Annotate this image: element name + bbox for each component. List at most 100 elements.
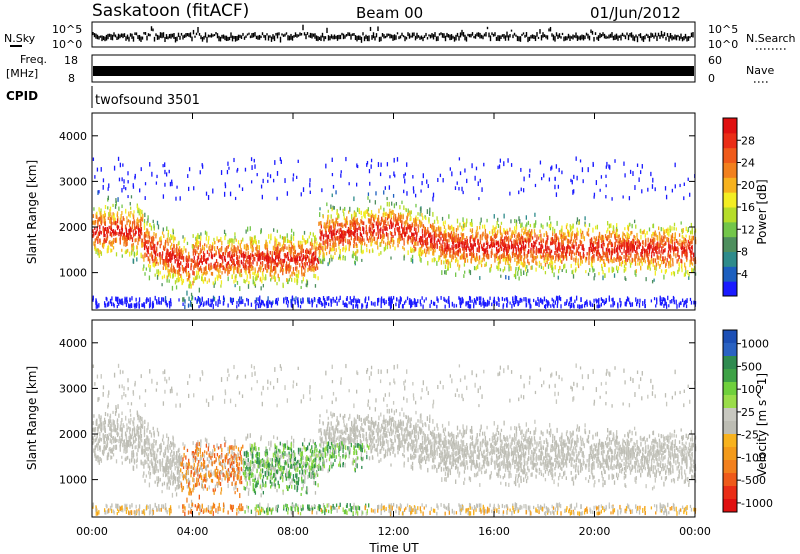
power-cell [202, 271, 204, 276]
power-cell [562, 250, 564, 254]
power-cell [390, 239, 392, 244]
power-cell [665, 304, 668, 309]
power-cell [550, 221, 552, 226]
power-cell [271, 256, 273, 260]
power-cell [130, 228, 132, 233]
power-cell [414, 302, 416, 308]
power-cell [500, 236, 502, 241]
power-cell [661, 299, 663, 305]
power-cell [237, 240, 240, 245]
power-cell [415, 227, 417, 232]
power-cell [296, 266, 298, 271]
power-cell [246, 243, 248, 248]
power-cell [560, 228, 562, 232]
power-cell [359, 227, 362, 231]
power-cell [382, 212, 384, 218]
power-cell [418, 219, 421, 224]
power-cell [277, 253, 279, 259]
power-cell [149, 223, 151, 227]
power-cell [239, 243, 242, 249]
power-cell [186, 272, 188, 277]
power-cell [511, 233, 513, 238]
power-cell [355, 255, 357, 261]
power-cell [292, 245, 295, 251]
power-cell [681, 228, 683, 233]
power-cell [474, 239, 476, 243]
power-cell [165, 172, 168, 177]
power-cell [282, 258, 284, 264]
power-cell [240, 273, 243, 278]
power-cell [136, 250, 138, 256]
power-cell [220, 247, 222, 253]
power-cell [518, 216, 520, 221]
power-cell [443, 250, 446, 255]
power-cell [593, 276, 595, 281]
power-cell [536, 302, 538, 306]
power-cell [314, 238, 316, 242]
power-cell [152, 300, 154, 306]
power-cell [156, 220, 159, 226]
power-cell [102, 243, 104, 248]
power-cell [619, 249, 621, 253]
power-cell [366, 302, 368, 307]
power-cell [557, 257, 560, 262]
power-cell [262, 268, 265, 272]
power-cell [322, 302, 324, 307]
power-cell [308, 297, 310, 303]
power-cell [111, 221, 113, 226]
power-cell [557, 253, 559, 258]
power-cell [397, 212, 400, 218]
power-cell [325, 251, 328, 256]
power-cell [330, 225, 332, 230]
power-cell [208, 235, 210, 241]
power-cell [113, 231, 115, 235]
power-cell [250, 302, 253, 307]
power-cell [300, 285, 302, 289]
power-cell [466, 218, 468, 224]
power-cell [292, 173, 295, 177]
power-cell [402, 227, 404, 231]
power-cell [182, 258, 185, 263]
power-cell [443, 230, 445, 234]
power-cell [104, 239, 107, 243]
power-cell [674, 241, 676, 246]
power-cell [668, 247, 670, 251]
power-cell [420, 251, 422, 257]
power-cell [469, 252, 471, 256]
power-cell [409, 236, 411, 240]
power-cell [548, 246, 550, 251]
power-cell [448, 247, 450, 251]
power-cell [328, 260, 331, 265]
power-cell [421, 238, 424, 243]
power-cell [325, 301, 327, 306]
power-cell [426, 246, 429, 252]
power-cell [151, 304, 154, 309]
power-cell [625, 261, 627, 266]
power-cell [565, 246, 567, 252]
power-cell [551, 165, 553, 170]
power-cell [557, 296, 559, 300]
power-cell [267, 296, 269, 302]
power-cell [485, 253, 487, 258]
power-cell [517, 244, 519, 250]
power-cell [132, 221, 134, 226]
power-cell [233, 258, 235, 263]
power-cell [538, 302, 540, 308]
power-cell [125, 238, 127, 243]
power-cell [665, 241, 667, 245]
power-cell [587, 167, 589, 173]
power-cell [255, 276, 257, 282]
power-cell [571, 225, 573, 231]
power-cell [608, 223, 610, 229]
power-cell [374, 200, 377, 205]
power-cell [459, 248, 461, 253]
power-cell [267, 253, 269, 258]
power-cell [162, 194, 165, 199]
power-cell [440, 244, 442, 249]
power-cell [282, 268, 285, 272]
power-cell [540, 233, 542, 238]
power-cell [231, 259, 233, 263]
power-cell [428, 246, 430, 250]
power-cell [371, 232, 374, 237]
power-cell [273, 251, 275, 256]
